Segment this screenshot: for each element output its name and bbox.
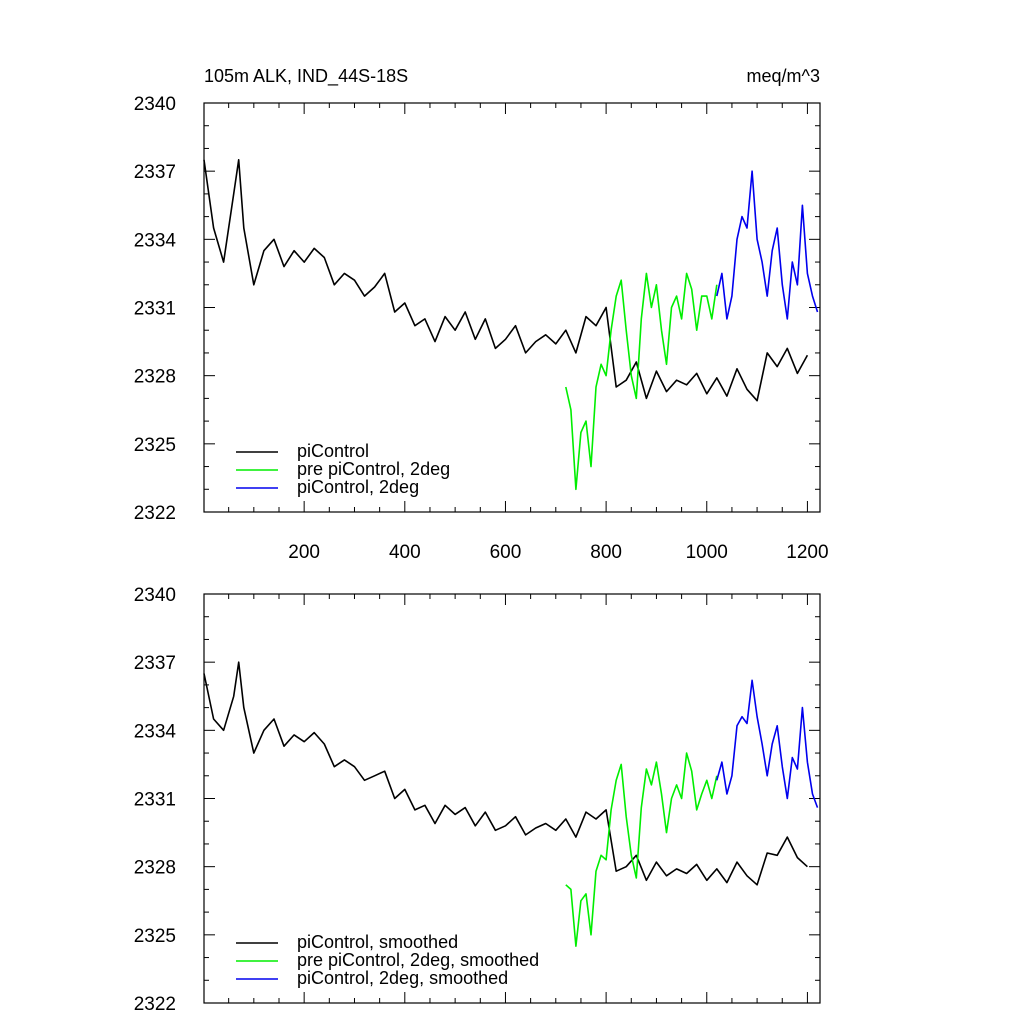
y-tick-label: 2325 [134,926,176,947]
series-line-picontrol-2deg-smoothed [716,679,819,808]
x-tick-label: 600 [490,542,522,563]
legend-label: piControl [297,441,369,461]
top-panel: 2322 2325 2328 2331 2334 2337 2340 200 400 600 800… [134,94,829,563]
y-tick-label: 2334 [134,230,177,251]
legend-label: pre piControl, 2deg [297,459,450,479]
y-tick-label: 2328 [134,858,176,879]
series-line-picontrol-smoothed [203,661,808,886]
legend-label: piControl, 2deg [297,477,419,497]
x-tick-label: 800 [590,542,622,563]
x-tick-label: 400 [389,542,421,563]
x-tick-label: 200 [288,542,320,563]
x-tick-label: 1200 [786,542,828,563]
y-tick-label: 2334 [134,721,177,742]
chart-title: 105m ALK, IND_44S-18S [204,66,408,87]
y-tick-label: 2337 [134,162,176,183]
series-line-pre-picontrol-2deg [565,272,718,491]
legend-label: pre piControl, 2deg, smoothed [297,950,539,970]
y-tick-label: 2331 [134,299,176,320]
legend-label: piControl, smoothed [297,932,458,952]
y-tick-label: 2340 [134,585,176,606]
y-tick-label: 2328 [134,367,176,388]
legend-label: piControl, 2deg, smoothed [297,968,508,988]
y-tick-label: 2337 [134,653,176,674]
y-tick-label: 2322 [134,503,176,524]
y-tick-label: 2322 [134,994,176,1015]
series-line-picontrol [203,159,809,402]
bottom-panel: 2322 2325 2328 2331 2334 2337 2340 piControl, s… [134,585,821,1015]
y-tick-label: 2340 [134,94,176,115]
chart-units: meq/m^3 [747,66,820,86]
y-tick-label: 2331 [134,790,176,811]
x-tick-label: 1000 [686,542,728,563]
series-line-picontrol-2deg [716,170,819,320]
series-line-pre-picontrol-2deg-smoothed [565,752,718,948]
y-tick-label: 2325 [134,435,176,456]
